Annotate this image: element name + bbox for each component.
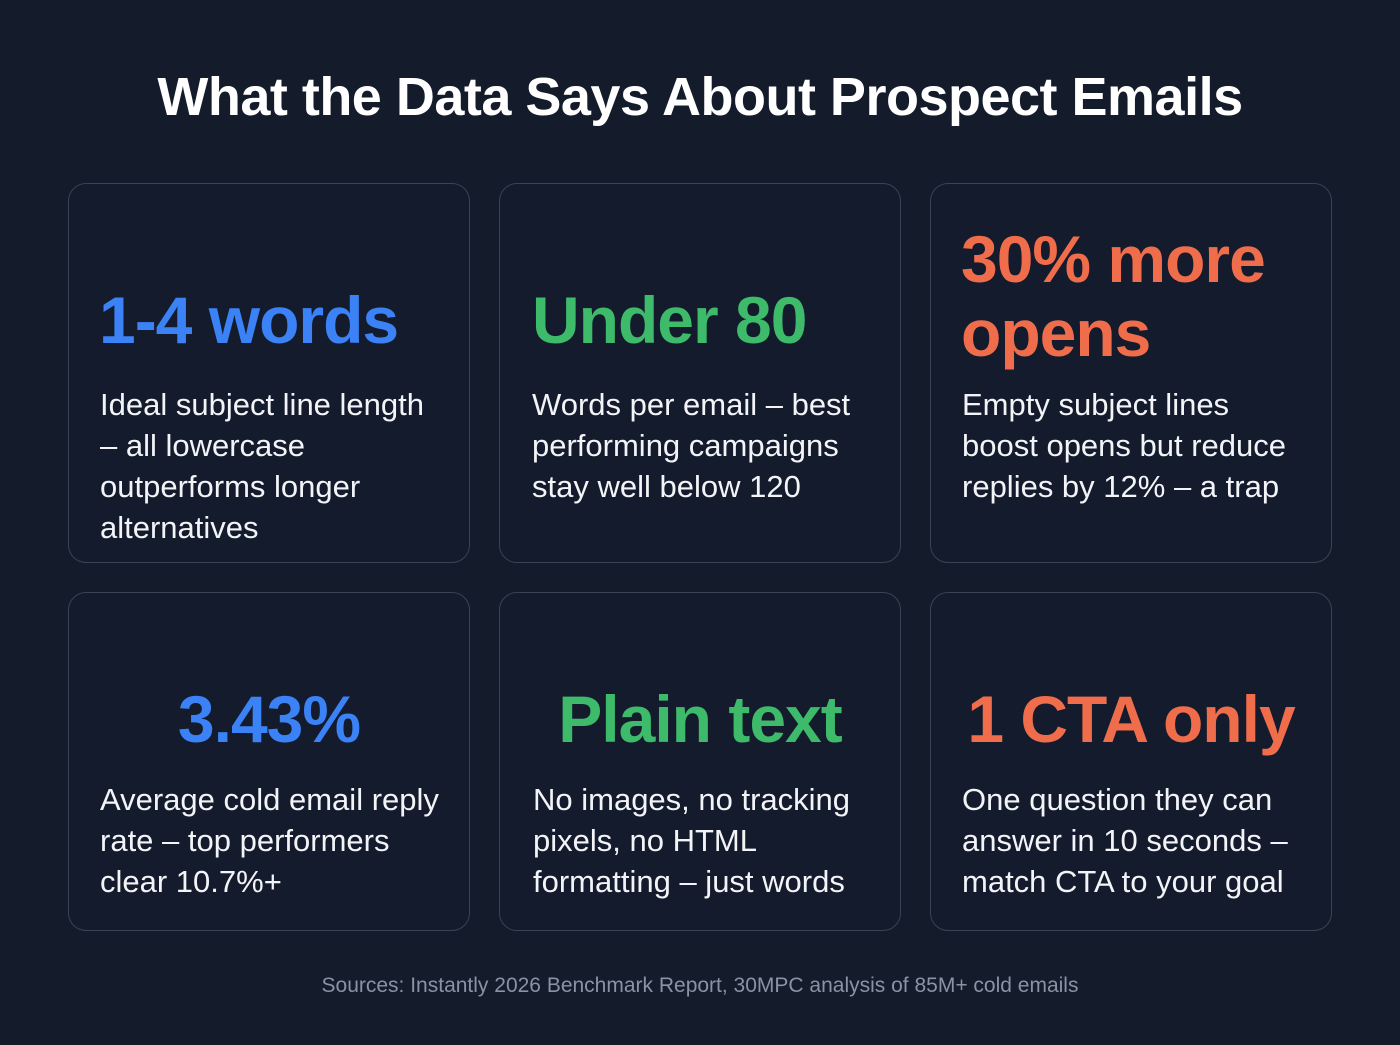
stat-value: 30% more opens	[961, 222, 1266, 370]
stat-value: Under 80	[532, 283, 807, 357]
stat-description: Ideal subject line length – all lowercas…	[100, 387, 425, 545]
stat-card-subject-length: 1-4 words Ideal subject line length – al…	[68, 183, 470, 563]
page-title: What the Data Says About Prospect Emails	[157, 67, 1243, 127]
stat-value: 1-4 words	[99, 283, 399, 357]
stat-description: Empty subject lines boost opens but redu…	[962, 387, 1287, 504]
stat-value: Plain text	[558, 682, 842, 756]
stat-card-single-cta: 1 CTA only One question they can answer …	[930, 592, 1332, 931]
stat-value: 1 CTA only	[967, 682, 1295, 756]
stat-card-plain-text: Plain text No images, no tracking pixels…	[499, 592, 901, 931]
sources-footnote: Sources: Instantly 2026 Benchmark Report…	[321, 974, 1079, 997]
stat-card-empty-subject: 30% more opens Empty subject lines boost…	[930, 183, 1332, 563]
stat-description: No images, no tracking pixels, no HTML f…	[533, 782, 851, 899]
stat-card-reply-rate: 3.43% Average cold email reply rate – to…	[68, 592, 470, 931]
stat-description: Words per email – best performing campai…	[532, 387, 851, 504]
stat-description: One question they can answer in 10 secon…	[962, 782, 1288, 899]
stat-card-word-count: Under 80 Words per email – best performi…	[499, 183, 901, 563]
stat-description: Average cold email reply rate – top perf…	[100, 782, 439, 899]
stat-value: 3.43%	[177, 682, 361, 756]
